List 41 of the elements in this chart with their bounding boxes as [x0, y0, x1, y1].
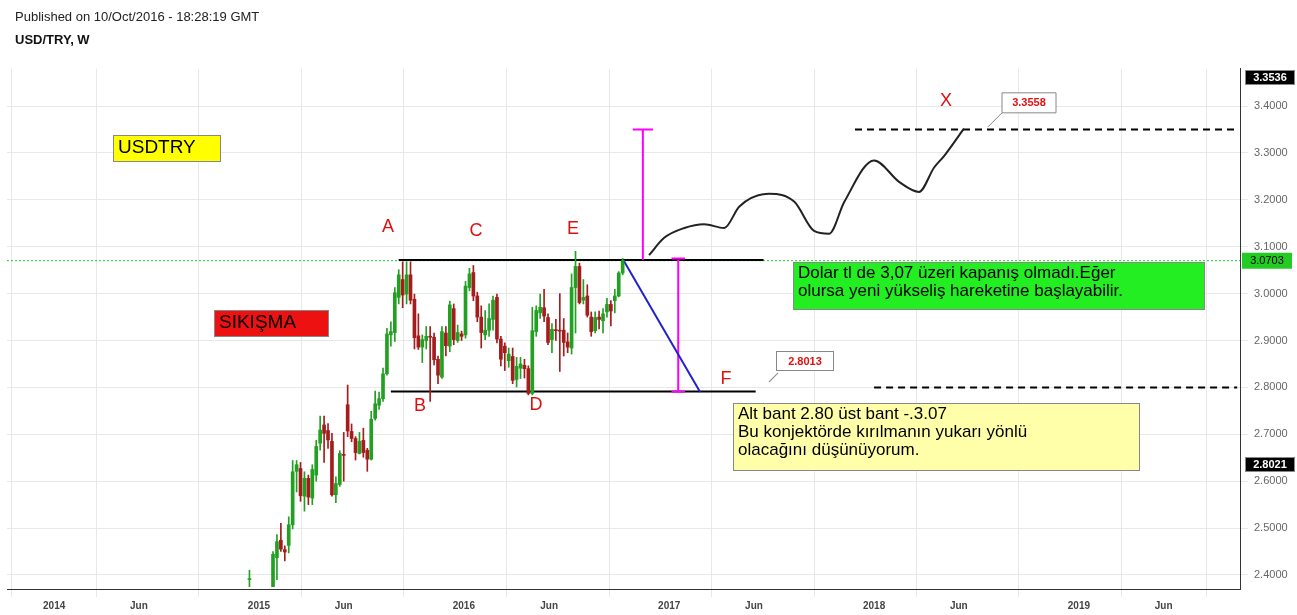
annotation: X: [939, 90, 953, 112]
y-tick-label: 3.1000: [1254, 239, 1288, 252]
annotation: B: [413, 395, 427, 417]
y-tick-label: 2.6000: [1254, 474, 1288, 487]
annotation: A: [381, 216, 395, 238]
chart-subtitle: Published on 10/Oct/2016 - 18:28:19 GMT: [15, 9, 260, 24]
note-box: 3.3536: [1245, 70, 1295, 85]
x-tick-label: 2015: [247, 599, 271, 611]
x-tick-label: Jun: [1154, 599, 1173, 611]
note-box: Dolar tl de 3,07 üzeri kapanış olmadı.Eğer olursa yeni yükseliş hareketine başlayabilir.: [793, 262, 1205, 310]
x-tick-label: Jun: [745, 599, 763, 611]
annotation: C: [468, 220, 484, 242]
x-tick-label: Jun: [130, 599, 148, 611]
y-tick-label: 2.7000: [1254, 427, 1288, 440]
annotation: 3.3558: [1012, 95, 1046, 108]
note-box: 2.8013: [776, 351, 834, 371]
annotation: E: [566, 218, 580, 240]
annotation: D: [528, 394, 544, 416]
x-tick-label: Jun: [540, 599, 559, 611]
x-tick-label: 2018: [862, 599, 886, 611]
note-box: Alt bant 2.80 üst bant -.3.07 Bu konjektörde kırılmanın yukarı yönlü olacağını düşünüyorum.: [733, 403, 1140, 471]
annotation: F: [719, 368, 733, 390]
y-tick-label: 2.4000: [1254, 567, 1288, 580]
y-tick-label: 3.4000: [1254, 99, 1288, 112]
x-tick-label: 2017: [658, 599, 681, 611]
x-tick-label: 2019: [1067, 599, 1091, 611]
y-tick-label: 3.2000: [1254, 192, 1288, 205]
x-tick-label: 2014: [43, 599, 66, 611]
y-tick-label: 2.9000: [1254, 333, 1288, 346]
y-tick-label: 3.0000: [1254, 286, 1288, 299]
ref-line-label: 3.0703: [1250, 253, 1284, 266]
note-box: SIKIŞMA: [214, 310, 329, 337]
note-box: USDTRY: [113, 135, 221, 162]
x-tick-label: Jun: [949, 599, 968, 611]
x-tick-label: 2016: [452, 599, 476, 611]
y-tick-label: 3.3000: [1254, 146, 1288, 159]
note-box: 2.8021: [1245, 457, 1295, 472]
y-tick-label: 2.8000: [1254, 380, 1288, 393]
chart-title: USD/TRY, W: [15, 32, 90, 47]
y-tick-label: 2.5000: [1254, 521, 1288, 534]
x-tick-label: Jun: [334, 599, 353, 611]
